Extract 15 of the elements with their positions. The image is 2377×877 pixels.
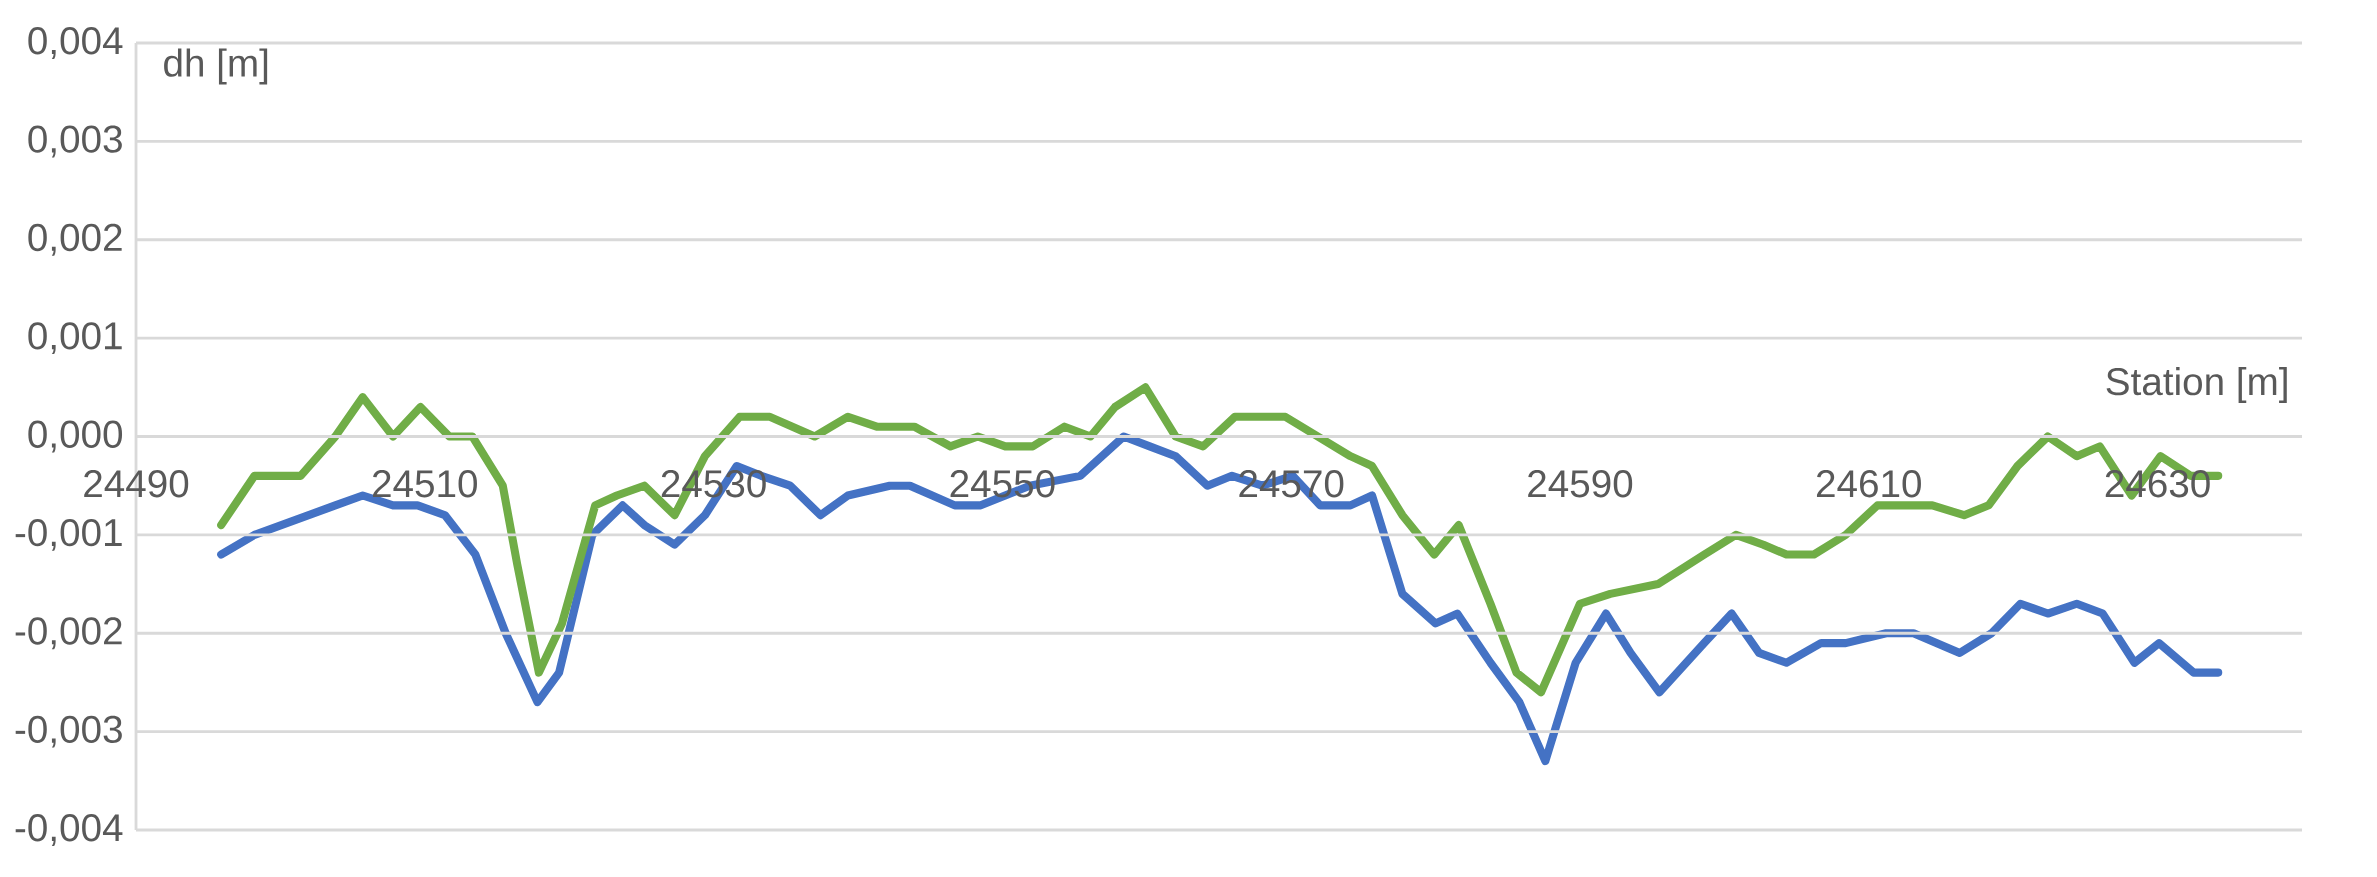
y-tick-label: -0,004 <box>15 814 123 846</box>
x-tick-label: 24490 <box>84 470 189 498</box>
x-tick-label: 24590 <box>1528 470 1633 498</box>
y-axis-title: dh [m] <box>164 48 268 85</box>
y-tick-label: 0,000 <box>28 420 123 453</box>
y-tick-label: 0,004 <box>28 27 123 60</box>
y-tick-label: 0,003 <box>28 125 122 158</box>
y-tick-label: 0,001 <box>28 322 122 355</box>
y-tick-label: 0,002 <box>28 223 122 256</box>
x-tick-label: 24610 <box>1816 470 1921 498</box>
x-tick-label: 24510 <box>372 470 477 498</box>
y-tick-label: -0,003 <box>15 715 122 748</box>
y-tick-label: -0,002 <box>15 617 122 650</box>
x-axis-title: Station [m] <box>2106 366 2287 403</box>
y-tick-label: -0,001 <box>15 518 122 551</box>
